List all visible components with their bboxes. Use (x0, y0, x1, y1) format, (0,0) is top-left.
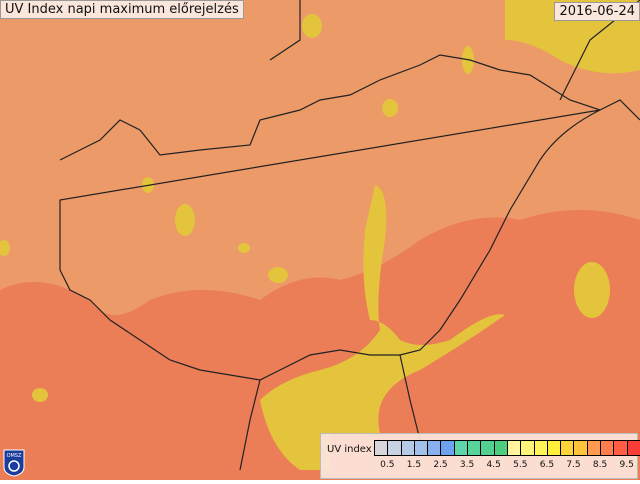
legend-color-bar (374, 440, 640, 456)
legend-tick: 6.5 (539, 460, 555, 470)
high-uv-regions (0, 210, 640, 480)
legend-swatch (481, 441, 495, 455)
legend-swatch (375, 441, 389, 455)
legend-swatch (414, 441, 429, 455)
legend-tick: 2.5 (433, 460, 448, 470)
legend-tick: 8.5 (592, 460, 608, 470)
moderate-uv-regions (0, 0, 640, 470)
legend-swatch (587, 441, 602, 455)
legend-swatch (507, 441, 522, 455)
legend-tick: 4.5 (486, 460, 501, 470)
map-title: UV Index napi maximum előrejelzés (0, 0, 244, 19)
legend-swatch (627, 441, 640, 455)
legend-swatch (401, 441, 415, 455)
legend-tick: 7.5 (566, 460, 581, 470)
legend-tick: 3.5 (459, 460, 475, 470)
legend-swatch (547, 441, 562, 455)
legend-tick: 0.5 (380, 460, 395, 470)
legend-swatch (534, 441, 548, 455)
uv-index-legend: UV index 0.5 1.5 2.5 3.5 4.5 5.5 6.5 7.5 8.5 9.5 (320, 433, 640, 479)
legend-swatch (494, 441, 508, 455)
legend-swatch (614, 441, 628, 455)
country-borders (59, 0, 640, 471)
legend-swatch (521, 441, 535, 455)
legend-tick: 9.5 (619, 460, 634, 470)
legend-swatch (441, 441, 455, 455)
legend-swatch (468, 441, 482, 455)
legend-swatch (601, 441, 615, 455)
legend-swatch (454, 441, 469, 455)
legend-tick: 1.5 (406, 460, 422, 470)
svg-text:OMSZ: OMSZ (7, 453, 22, 459)
legend-tick: 5.5 (513, 460, 528, 470)
legend-swatch (428, 441, 442, 455)
omsz-logo: OMSZ (3, 449, 25, 477)
legend-label: UV index (327, 444, 372, 455)
legend-swatch (574, 441, 588, 455)
forecast-date: 2016-06-24 (554, 2, 640, 21)
legend-swatch (561, 441, 575, 455)
legend-swatch (388, 441, 402, 455)
